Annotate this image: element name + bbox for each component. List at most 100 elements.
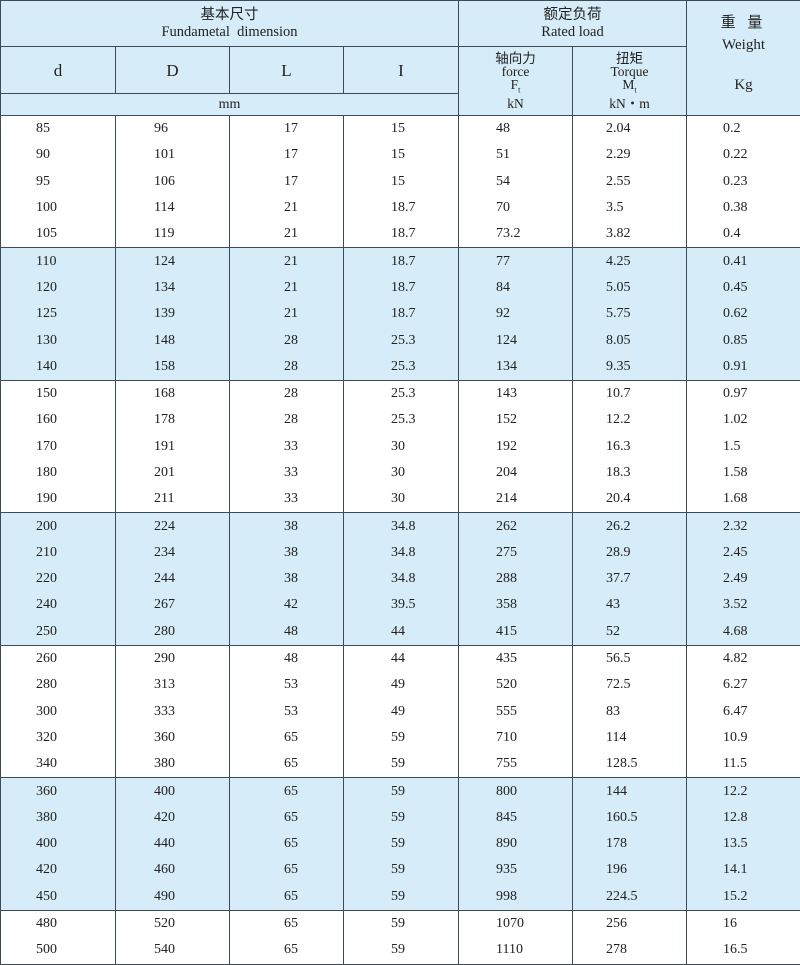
table-cell: 28.9 xyxy=(573,540,687,566)
table-cell: 260 xyxy=(1,645,116,672)
table-cell: 2.49 xyxy=(687,566,800,592)
header-col-I: I xyxy=(344,47,459,94)
table-cell: 18.3 xyxy=(573,460,687,486)
table-cell: 415 xyxy=(459,619,573,646)
table-cell: 30 xyxy=(344,486,459,513)
table-cell: 280 xyxy=(1,672,116,698)
table-cell: 800 xyxy=(459,778,573,805)
table-cell: 106 xyxy=(116,169,230,195)
table-cell: 28 xyxy=(230,327,344,353)
table-cell: 114 xyxy=(116,195,230,221)
header-basic-dimension: 基本尺寸 Fundametal dimension xyxy=(1,1,459,47)
table-cell: 2.32 xyxy=(687,513,800,540)
table-cell: 340 xyxy=(1,751,116,778)
table-cell: 460 xyxy=(116,857,230,883)
table-cell: 44 xyxy=(344,619,459,646)
table-cell: 59 xyxy=(344,937,459,964)
header-torque-unit: kN・m xyxy=(573,97,686,110)
table-cell: 400 xyxy=(1,831,116,857)
table-cell: 4.68 xyxy=(687,619,800,646)
table-cell: 0.38 xyxy=(687,195,800,221)
table-cell: 125 xyxy=(1,301,116,327)
table-cell: 25.3 xyxy=(344,380,459,407)
table-cell: 0.2 xyxy=(687,116,800,143)
table-cell: 101 xyxy=(116,142,230,168)
table-cell: 65 xyxy=(230,910,344,937)
table-cell: 18.7 xyxy=(344,221,459,248)
table-cell: 21 xyxy=(230,195,344,221)
table-cell: 2.55 xyxy=(573,169,687,195)
table-cell: 49 xyxy=(344,699,459,725)
table-cell: 59 xyxy=(344,910,459,937)
table-cell: 9.35 xyxy=(573,354,687,381)
table-cell: 48 xyxy=(230,619,344,646)
table-cell: 5.05 xyxy=(573,275,687,301)
table-cell: 358 xyxy=(459,592,573,618)
table-cell: 168 xyxy=(116,380,230,407)
table-cell: 130 xyxy=(1,327,116,353)
table-cell: 191 xyxy=(116,434,230,460)
table-cell: 380 xyxy=(116,751,230,778)
table-cell: 120 xyxy=(1,275,116,301)
table-cell: 313 xyxy=(116,672,230,698)
table-cell: 10.9 xyxy=(687,725,800,751)
table-cell: 890 xyxy=(459,831,573,857)
table-cell: 333 xyxy=(116,699,230,725)
header-weight: 重 量 Weight Kg xyxy=(687,1,800,116)
table-cell: 360 xyxy=(116,725,230,751)
table-cell: 110 xyxy=(1,248,116,275)
table-cell: 360 xyxy=(1,778,116,805)
table-cell: 380 xyxy=(1,805,116,831)
table-cell: 16.3 xyxy=(573,434,687,460)
table-cell: 21 xyxy=(230,301,344,327)
table-cell: 56.5 xyxy=(573,645,687,672)
table-cell: 124 xyxy=(459,327,573,353)
table-cell: 25.3 xyxy=(344,327,459,353)
table-cell: 500 xyxy=(1,937,116,964)
table-cell: 0.45 xyxy=(687,275,800,301)
table-cell: 73.2 xyxy=(459,221,573,248)
table-cell: 3.82 xyxy=(573,221,687,248)
header-basic-cn: 基本尺寸 xyxy=(1,7,458,24)
table-cell: 17 xyxy=(230,116,344,143)
table-cell: 16 xyxy=(687,910,800,937)
table-cell: 755 xyxy=(459,751,573,778)
header-rated-load: 额定负荷 Rated load xyxy=(459,1,687,47)
table-cell: 196 xyxy=(573,857,687,883)
table-cell: 3.5 xyxy=(573,195,687,221)
header-weight-cn: 重 量 xyxy=(687,13,800,33)
table-cell: 710 xyxy=(459,725,573,751)
table-cell: 65 xyxy=(230,725,344,751)
table-cell: 300 xyxy=(1,699,116,725)
table-cell: 92 xyxy=(459,301,573,327)
table-cell: 18.7 xyxy=(344,301,459,327)
table-cell: 83 xyxy=(573,699,687,725)
table-cell: 15 xyxy=(344,116,459,143)
table-cell: 37.7 xyxy=(573,566,687,592)
table-cell: 14.1 xyxy=(687,857,800,883)
table-cell: 555 xyxy=(459,699,573,725)
table-cell: 95 xyxy=(1,169,116,195)
table-cell: 65 xyxy=(230,831,344,857)
table-cell: 192 xyxy=(459,434,573,460)
table-cell: 250 xyxy=(1,619,116,646)
table-cell: 25.3 xyxy=(344,407,459,433)
header-basic-en: Fundametal dimension xyxy=(1,24,458,41)
table-cell: 59 xyxy=(344,778,459,805)
table-cell: 520 xyxy=(459,672,573,698)
table-cell: 400 xyxy=(116,778,230,805)
